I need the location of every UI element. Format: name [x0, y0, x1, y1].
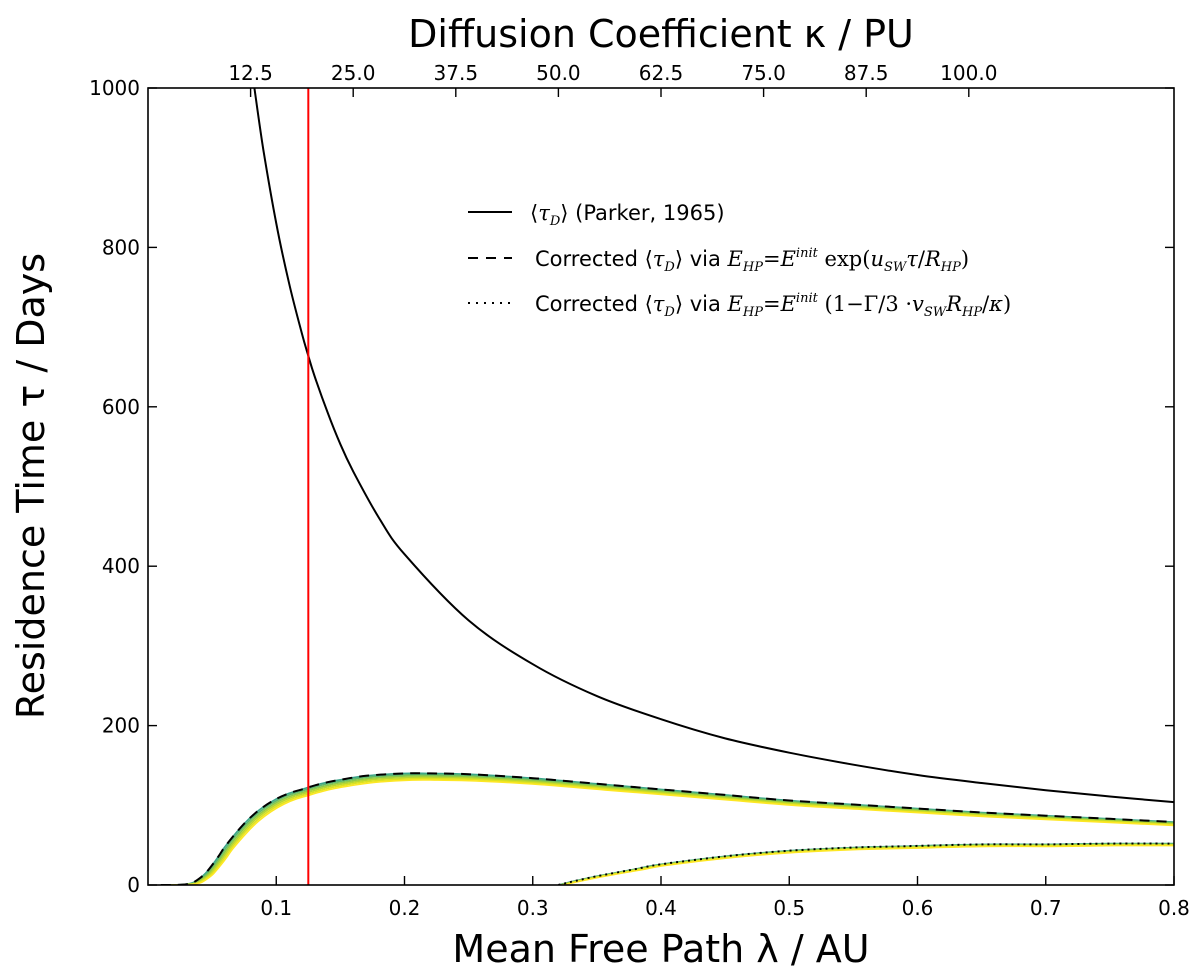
legend: ⟨τD⟩ (Parker, 1965) Corrected ⟨τD⟩ via E… — [468, 201, 1011, 320]
x-tick-label: 0.3 — [517, 896, 549, 920]
x-tick-label: 0.7 — [1030, 896, 1062, 920]
y-tick-label: 1000 — [89, 76, 140, 100]
band-curve-exp — [167, 777, 1174, 885]
y-axis-title: Residence Time τ / Days — [9, 253, 53, 719]
x-tick-label: 0.1 — [260, 896, 292, 920]
x-axis-title: Mean Free Path λ / AU — [452, 927, 869, 971]
x-tick-label: 0.2 — [389, 896, 421, 920]
legend-label-exp: Corrected ⟨τD⟩ via EHP=Einit exp(uSWτ/RH… — [535, 246, 969, 275]
top-tick-label: 75.0 — [741, 61, 786, 85]
y-tick-label: 0 — [127, 873, 140, 897]
plot-content — [160, 88, 1174, 885]
series-line-dotted — [558, 842, 1174, 885]
band-curve-exp — [163, 775, 1174, 885]
legend-label-lin: Corrected ⟨τD⟩ via EHP=Einit (1−Γ/3 ·vSW… — [535, 291, 1011, 320]
legend-lin-via: via — [683, 292, 727, 316]
legend-label-parker: ⟨τD⟩ (Parker, 1965) — [530, 201, 725, 229]
band-curve-lin — [559, 843, 1174, 885]
x-tick-label: 0.6 — [902, 896, 934, 920]
top-tick-label: 37.5 — [434, 61, 479, 85]
legend-parker-ref: (Parker, 1965) — [568, 201, 724, 225]
band-curve-lin — [563, 844, 1174, 885]
plot-frame — [147, 87, 1175, 886]
top-axis-title: Diffusion Coefficient κ / PU — [408, 12, 914, 56]
x-tick-label: 0.8 — [1158, 896, 1190, 920]
top-tick-label: 100.0 — [940, 61, 997, 85]
series-line-solid — [253, 88, 1174, 804]
band-curve-exp — [165, 776, 1174, 885]
ticks: 0.1 0.2 0.3 0.4 0.5 0.6 0.7 0.8 0 200 400 600 800 100… — [89, 61, 1190, 920]
legend-lin-prefix: Corrected — [535, 292, 645, 316]
top-tick-label: 12.5 — [228, 61, 273, 85]
band-curve-exp — [168, 779, 1174, 885]
y-tick-label: 200 — [102, 714, 140, 738]
series-line-dashed — [160, 772, 1174, 885]
x-tick-label: 0.5 — [773, 896, 805, 920]
top-tick-label: 87.5 — [844, 61, 889, 85]
legend-exp-via: via — [683, 247, 727, 271]
y-tick-label: 400 — [102, 554, 140, 578]
top-tick-label: 50.0 — [536, 61, 581, 85]
y-tick-label: 600 — [102, 395, 140, 419]
legend-exp-prefix: Corrected — [535, 247, 645, 271]
series-layer — [160, 88, 1174, 885]
top-tick-label: 62.5 — [639, 61, 684, 85]
y-tick-label: 800 — [102, 235, 140, 259]
x-tick-label: 0.4 — [645, 896, 677, 920]
top-tick-label: 25.0 — [331, 61, 376, 85]
